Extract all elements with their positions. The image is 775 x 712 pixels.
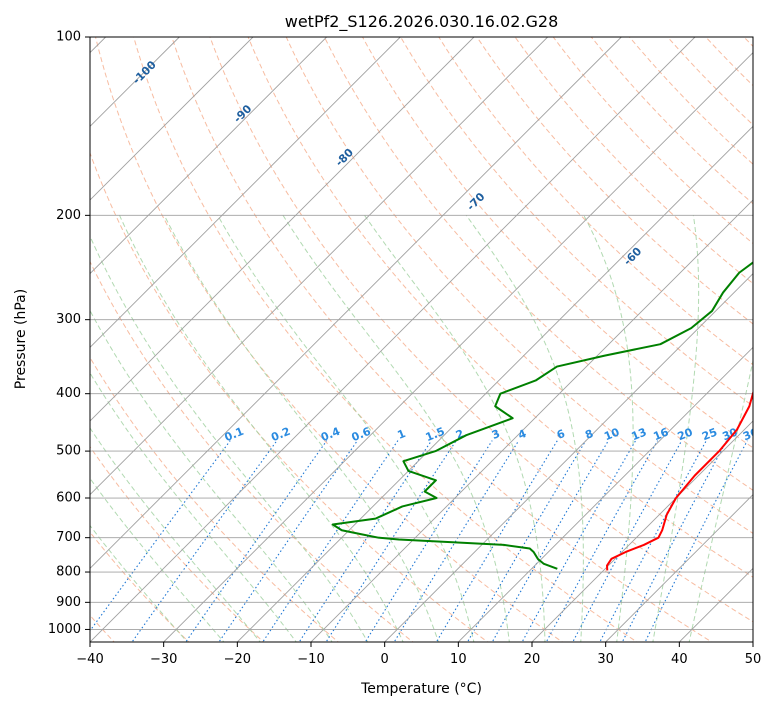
dry-adiabat-line xyxy=(285,37,753,534)
moist-adiabat-line xyxy=(217,215,475,642)
mixing-ratio-line xyxy=(521,440,637,642)
mixing-ratio-label: 16 xyxy=(651,425,670,443)
isotherm-line xyxy=(90,37,327,275)
temperature-profile-line xyxy=(606,389,753,571)
y-tick-label: 100 xyxy=(56,30,81,45)
isotherm-line xyxy=(90,37,475,422)
mixing-ratio-line xyxy=(435,440,558,642)
moist-adiabat-line xyxy=(90,524,188,642)
mixing-ratio-label: 1 xyxy=(396,427,408,442)
y-tick-label: 300 xyxy=(56,312,81,327)
mixing-ratio-label: 2 xyxy=(454,427,466,442)
mixing-ratio-line xyxy=(325,440,457,642)
x-tick-label: 30 xyxy=(597,652,614,667)
dry-adiabat-line xyxy=(438,37,753,366)
mixing-ratio-line xyxy=(599,440,707,642)
x-tick-label: 0 xyxy=(381,652,389,667)
moist-adiabat-line xyxy=(90,372,297,642)
mixing-ratio-line xyxy=(572,440,683,642)
isotherm-line xyxy=(90,37,622,569)
x-tick-label: −10 xyxy=(297,652,324,667)
x-tick-label: −30 xyxy=(150,652,177,667)
isotherm-line xyxy=(163,52,753,642)
plot-background xyxy=(90,37,753,642)
mixing-ratio-line xyxy=(545,440,659,642)
x-axis-label: Temperature (°C) xyxy=(360,681,482,697)
x-tick-label: −20 xyxy=(224,652,251,667)
mixing-ratio-label: 20 xyxy=(676,425,695,443)
moist-adiabat-line xyxy=(119,215,404,642)
isotherm-line xyxy=(458,346,753,642)
moist-adiabat-line xyxy=(90,309,333,642)
isotherm-line xyxy=(384,273,753,642)
y-tick-label: 900 xyxy=(56,595,81,610)
y-tick-label: 200 xyxy=(56,208,81,223)
mixing-ratio-label: 36 xyxy=(741,425,760,443)
y-tick-label: 600 xyxy=(56,491,81,506)
isotherm-line xyxy=(90,37,401,348)
dry-adiabat-line xyxy=(769,24,775,645)
x-tick-label: 10 xyxy=(450,652,467,667)
mixing-ratio-line xyxy=(393,440,520,642)
y-tick-label: 400 xyxy=(56,386,81,401)
dry-adiabat-line xyxy=(323,37,753,491)
y-tick-label: 700 xyxy=(56,530,81,545)
y-tick-label: 500 xyxy=(56,444,81,459)
mixing-ratio-line xyxy=(621,440,728,642)
moist-adiabat-line xyxy=(163,215,440,642)
plot-frame xyxy=(89,36,754,643)
x-tick-label: 50 xyxy=(745,652,762,667)
dry-adiabat-line xyxy=(171,37,713,642)
mixing-ratio-label: 30 xyxy=(720,425,739,443)
isotherm-line xyxy=(90,37,696,642)
dewpoint-profile-line xyxy=(331,261,753,570)
dry-adiabat-line xyxy=(247,37,753,578)
mixing-ratio-line xyxy=(262,440,399,642)
dry-adiabat-line xyxy=(476,37,753,325)
mixing-ratio-label: 13 xyxy=(629,426,648,444)
chart-title: wetPf2_S126.2026.030.16.02.G28 xyxy=(285,12,559,32)
moist-adiabat-line xyxy=(688,358,753,642)
mixing-ratio-label: 10 xyxy=(602,425,621,443)
isotherm-line xyxy=(752,641,753,642)
x-tick-label: 40 xyxy=(671,652,688,667)
mixing-ratio-line xyxy=(364,440,493,642)
mixing-ratio-line xyxy=(131,440,278,642)
dry-adiabat-line xyxy=(90,151,489,642)
isotherm-line xyxy=(90,37,254,201)
mixing-ratio-label: 25 xyxy=(700,426,719,444)
isotherm-line xyxy=(237,125,753,642)
y-axis-label: Pressure (hPa) xyxy=(13,289,29,389)
mixing-ratio-label: 3 xyxy=(490,427,502,442)
mixing-ratio-line xyxy=(491,440,609,642)
mixing-ratio-line xyxy=(298,440,432,642)
moist-adiabat-line xyxy=(583,215,634,642)
y-tick-label: 800 xyxy=(56,565,81,580)
x-tick-label: 20 xyxy=(524,652,541,667)
moist-adiabat-line xyxy=(90,477,225,642)
isotherm-line xyxy=(531,420,753,642)
dry-adiabat-line xyxy=(361,37,753,449)
mixing-ratio-label: 8 xyxy=(583,427,595,442)
moist-adiabat-line xyxy=(90,427,261,642)
isotherm-line xyxy=(90,37,548,496)
isotherm-line xyxy=(605,494,753,642)
x-tick-label: −40 xyxy=(76,652,103,667)
moist-adiabat-line xyxy=(364,215,546,642)
y-tick-label: 1000 xyxy=(48,622,81,637)
moist-adiabat-line xyxy=(282,215,510,642)
mixing-ratio-line xyxy=(185,440,328,642)
